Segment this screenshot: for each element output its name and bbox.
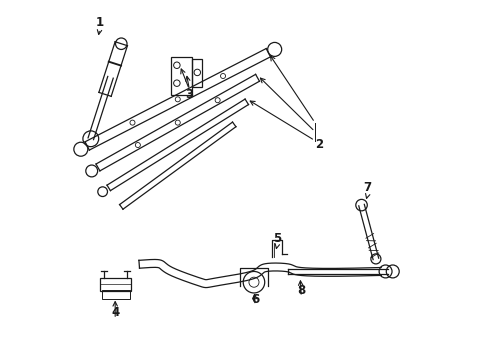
Bar — [101, 291, 129, 299]
Text: 5: 5 — [273, 231, 281, 244]
Text: 7: 7 — [364, 181, 372, 194]
Text: 8: 8 — [297, 284, 305, 297]
Bar — [192, 59, 202, 87]
Text: 3: 3 — [185, 88, 194, 101]
Text: 2: 2 — [315, 138, 323, 150]
Bar — [172, 57, 192, 95]
Text: 6: 6 — [251, 293, 259, 306]
Text: 4: 4 — [111, 306, 119, 319]
Bar — [100, 278, 131, 291]
Text: 1: 1 — [96, 16, 104, 29]
